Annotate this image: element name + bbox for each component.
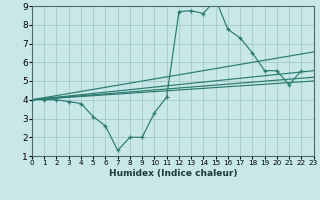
X-axis label: Humidex (Indice chaleur): Humidex (Indice chaleur) xyxy=(108,169,237,178)
